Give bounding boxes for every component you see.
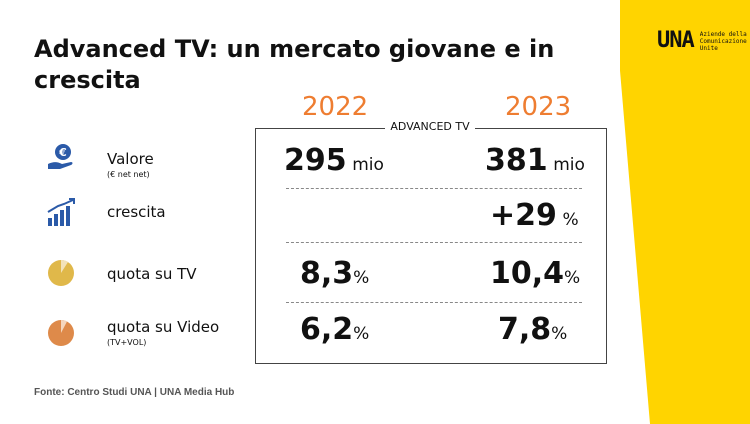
row-sub-quota-video: (TV+VOL) — [107, 338, 147, 347]
row-label-valore: Valore — [107, 150, 154, 168]
logo-mark: UNA — [657, 28, 695, 53]
row-label-quota-tv: quota su TV — [107, 265, 197, 283]
value-2022-quota-video: 6,2% — [300, 312, 370, 347]
row-sub-valore: (€ net net) — [107, 170, 150, 179]
value-2023-crescita: +29 % — [490, 198, 579, 233]
value-2022-quota-tv: 8,3% — [300, 256, 370, 291]
year-2023-heading: 2023 — [505, 92, 572, 122]
logo-text: Aziende della Comunicazione Unite — [699, 31, 747, 52]
euro-hand-icon: € — [48, 144, 73, 169]
value-2023-quota-tv: 10,4% — [490, 256, 581, 291]
value-2023-quota-video: 7,8% — [498, 312, 568, 347]
row-divider — [286, 242, 582, 243]
year-2022-heading: 2022 — [302, 92, 369, 122]
source-note: Fonte: Centro Studi UNA | UNA Media Hub — [34, 387, 235, 398]
row-divider — [286, 302, 582, 303]
pie-orange-icon — [48, 320, 74, 346]
page-title: Advanced TV: un mercato giovane e in cre… — [34, 35, 555, 94]
value-2022-valore: 295 mio — [284, 143, 384, 178]
row-label-quota-video: quota su Video — [107, 318, 220, 336]
growth-bars-icon — [47, 198, 75, 226]
value-2023-valore: 381 mio — [485, 143, 585, 178]
box-label: ADVANCED TV — [385, 121, 475, 133]
row-label-crescita: crescita — [107, 203, 166, 221]
svg-text:€: € — [58, 146, 67, 159]
una-logo: UNA Aziende della Comunicazione Unite — [657, 28, 750, 53]
row-divider — [286, 188, 582, 189]
pie-yellow-icon — [48, 259, 74, 286]
